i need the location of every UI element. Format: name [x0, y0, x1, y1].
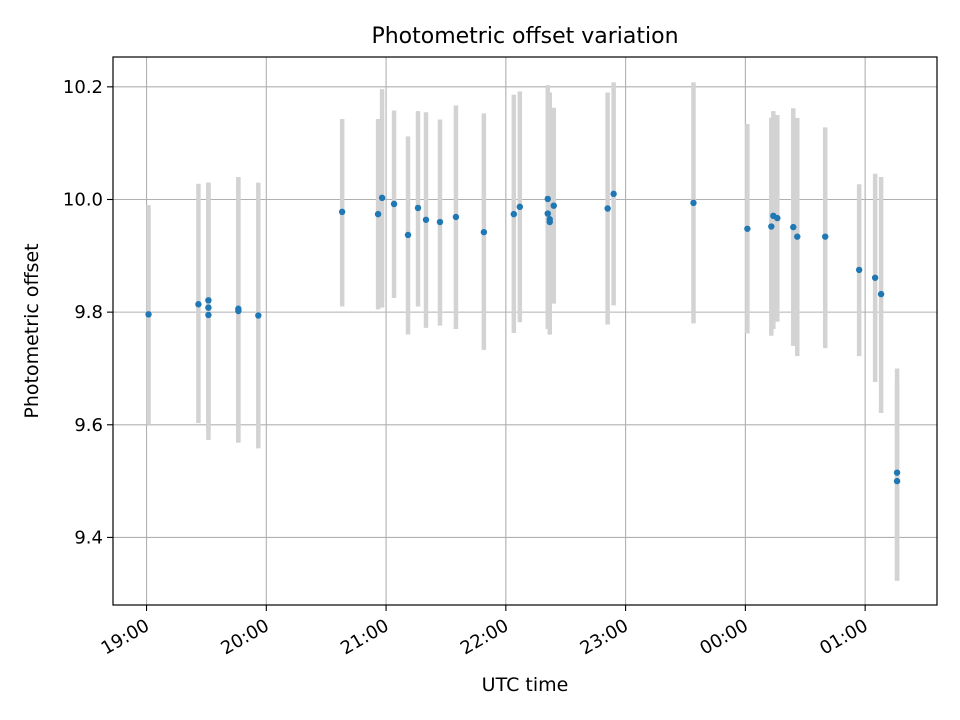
- data-point: [452, 213, 460, 221]
- data-point: [855, 266, 863, 274]
- data-point: [205, 311, 212, 319]
- data-point: [790, 223, 797, 231]
- data-point: [610, 190, 617, 198]
- data-points: [145, 190, 901, 485]
- data-point: [145, 311, 152, 318]
- data-point: [877, 290, 885, 298]
- data-point: [436, 218, 444, 226]
- data-point: [871, 274, 879, 281]
- data-point: [205, 304, 212, 311]
- data-point: [516, 203, 524, 211]
- data-point: [550, 202, 557, 209]
- data-point: [414, 204, 422, 212]
- data-point: [195, 301, 202, 308]
- data-point: [510, 210, 518, 218]
- y-tick-label: 9.6: [74, 415, 103, 436]
- data-point: [544, 210, 551, 217]
- data-point: [544, 195, 551, 203]
- data-point: [546, 216, 553, 223]
- y-axis-label: Photometric offset: [21, 243, 43, 418]
- plot-frame: [112, 56, 938, 606]
- data-point: [378, 194, 386, 202]
- y-tick-label: 10.0: [63, 189, 103, 210]
- data-point: [690, 199, 697, 207]
- data-point: [893, 469, 901, 476]
- x-axis-label: UTC time: [482, 674, 569, 696]
- data-point: [255, 312, 262, 319]
- chart-title: Photometric offset variation: [371, 24, 678, 49]
- data-point: [205, 297, 212, 304]
- data-point: [893, 477, 901, 485]
- data-point: [422, 216, 430, 223]
- y-tick-label: 9.8: [74, 302, 103, 323]
- data-point: [480, 228, 488, 236]
- data-point: [744, 225, 751, 232]
- data-point: [604, 205, 611, 212]
- data-point: [774, 214, 781, 222]
- data-point: [794, 233, 801, 240]
- y-axis-ticks: 9.4 9.6 9.8 10.0 10.2: [63, 77, 113, 548]
- y-tick-label: 9.4: [74, 527, 103, 548]
- y-tick-label: 10.2: [63, 77, 103, 98]
- data-point: [235, 307, 242, 315]
- data-point: [404, 231, 412, 239]
- data-point: [374, 210, 382, 218]
- data-point: [822, 233, 829, 240]
- data-point: [768, 223, 775, 230]
- data-point: [390, 200, 398, 208]
- data-point: [338, 208, 346, 216]
